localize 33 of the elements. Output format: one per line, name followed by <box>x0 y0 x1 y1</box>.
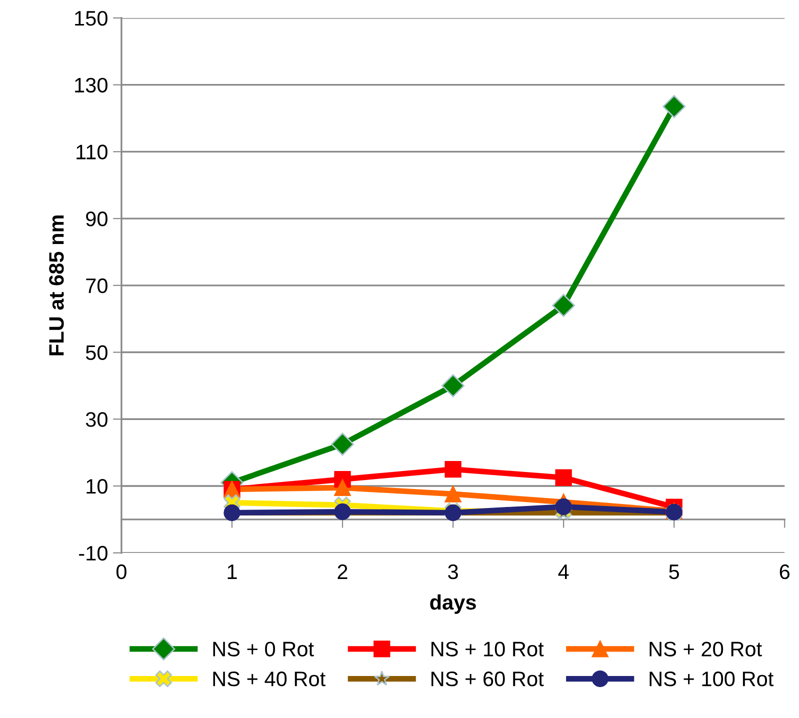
y-tick-label: 90 <box>86 212 108 226</box>
y-tick-label: 130 <box>75 78 108 93</box>
point <box>444 460 462 478</box>
y-tick-label: 150 <box>75 10 108 26</box>
legend-label: NS + 40 Rot <box>213 672 326 686</box>
y-tick-label: 50 <box>86 345 108 360</box>
legend-label: NS + 10 Rot <box>432 642 544 656</box>
x-tick-label: 3 <box>448 564 458 580</box>
y-tick-label: -10 <box>79 546 108 561</box>
y-tick-label: 10 <box>86 479 108 494</box>
point <box>552 294 576 317</box>
point <box>334 479 351 496</box>
x-tick-label: 2 <box>338 564 348 579</box>
legend-label: NS + 60 Rot <box>432 672 544 686</box>
point <box>555 469 572 486</box>
point <box>662 95 686 118</box>
x-tick-label: 0 <box>116 564 126 580</box>
point <box>555 498 572 516</box>
x-tick-label: 1 <box>228 564 237 579</box>
x-axis-title: days <box>430 594 476 614</box>
legend-label: NS + 20 Rot <box>650 642 762 656</box>
y-tick-label: 70 <box>86 278 108 294</box>
x-tick-label: 6 <box>780 564 790 580</box>
x-tick-label: 4 <box>558 564 569 579</box>
y-tick-label: 110 <box>76 144 108 160</box>
point <box>331 432 354 456</box>
x-tick-label: 5 <box>669 564 680 580</box>
y-axis-title: FLU at 685 nm <box>49 215 64 356</box>
point <box>442 374 465 398</box>
point <box>444 486 462 502</box>
legend-label: NS + 100 Rot <box>650 672 774 686</box>
y-tick-label: 30 <box>86 412 108 427</box>
legend-label: NS + 0 Rot <box>213 642 314 656</box>
